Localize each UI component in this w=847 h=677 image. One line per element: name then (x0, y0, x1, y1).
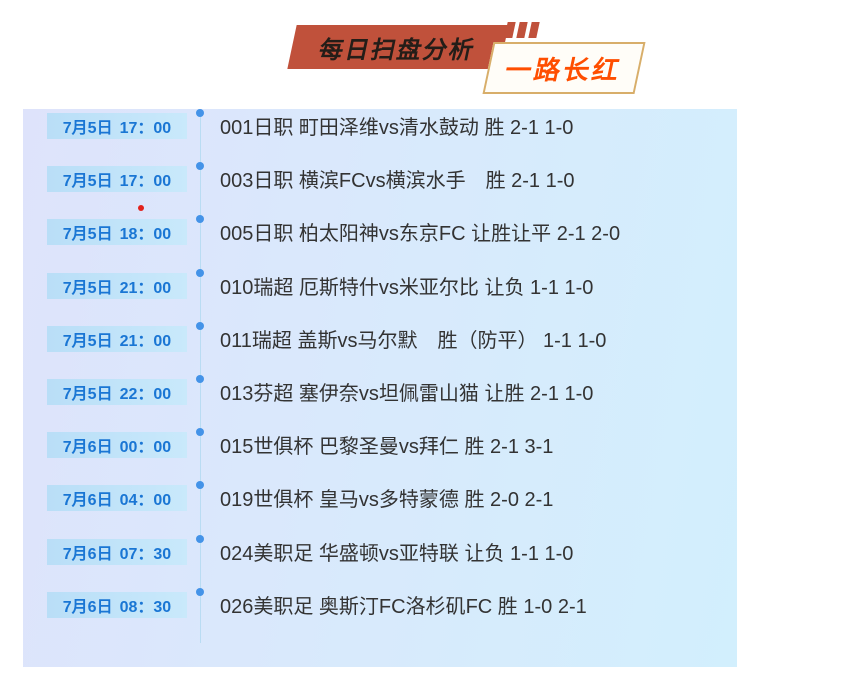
timeline-dot-icon (196, 588, 204, 596)
match-date: 7月5日 (62, 172, 113, 190)
match-text: 024美职足 华盛顿vs亚特联 让负 1-1 1-0 (220, 543, 574, 565)
match-date: 7月6日 (62, 438, 113, 456)
match-text: 003日职 横滨FCvs横滨水手 胜 2-1 1-0 (220, 170, 575, 192)
match-row: 7月6日 04：00 019世俱杯 皇马vs多特蒙德 胜 2-0 2-1 (23, 481, 737, 511)
match-date: 7月6日 (62, 545, 113, 563)
match-time: 22：00 (119, 385, 172, 403)
timeline-dot-icon (196, 162, 204, 170)
match-time: 04：00 (119, 491, 172, 509)
timeline-dot-icon (196, 481, 204, 489)
match-time: 17：00 (119, 172, 172, 190)
match-row: 7月5日 21：00 010瑞超 厄斯特什vs米亚尔比 让负 1-1 1-0 (23, 269, 737, 299)
match-row: 7月6日 07：30 024美职足 华盛顿vs亚特联 让负 1-1 1-0 (23, 535, 737, 565)
match-text: 026美职足 奥斯汀FC洛杉矶FC 胜 1-0 2-1 (220, 596, 587, 618)
match-row: 7月6日 08：30 026美职足 奥斯汀FC洛杉矶FC 胜 1-0 2-1 (23, 588, 737, 618)
winning-streak-badge: 一路长红 (482, 42, 646, 94)
stripe-icon (504, 22, 516, 38)
match-time: 21：00 (119, 279, 172, 297)
timeline-dot-icon (196, 322, 204, 330)
timeline-dot-icon (196, 109, 204, 117)
match-date: 7月5日 (62, 279, 113, 297)
match-row: 7月5日 21：00 011瑞超 盖斯vs马尔默 胜（防平） 1-1 1-0 (23, 322, 737, 352)
match-time: 00：00 (119, 438, 172, 456)
match-text: 005日职 柏太阳神vs东京FC 让胜让平 2-1 2-0 (220, 223, 621, 245)
match-text: 015世俱杯 巴黎圣曼vs拜仁 胜 2-1 3-1 (220, 436, 554, 458)
match-time-chip: 7月5日 21：00 (47, 325, 187, 352)
red-dot-icon (138, 205, 144, 211)
stripe-icon (528, 22, 540, 38)
match-time: 21：00 (119, 332, 172, 350)
match-date: 7月5日 (62, 332, 113, 350)
stripe-icon (516, 22, 528, 38)
match-date: 7月5日 (62, 225, 113, 243)
timeline-panel: 7月5日 17：00 001日职 町田泽维vs清水鼓动 胜 2-1 1-0 7月… (23, 109, 737, 667)
match-date: 7月6日 (62, 491, 113, 509)
match-time-chip: 7月6日 08：30 (47, 591, 187, 618)
match-date: 7月5日 (62, 385, 113, 403)
match-time-chip: 7月5日 17：00 (47, 165, 187, 192)
match-time-chip: 7月6日 00：00 (47, 431, 187, 458)
match-text: 019世俱杯 皇马vs多特蒙德 胜 2-0 2-1 (220, 489, 554, 511)
timeline-dot-icon (196, 428, 204, 436)
daily-analysis-banner: 每日扫盘分析 (287, 25, 509, 69)
match-time: 07：30 (119, 545, 172, 563)
match-date: 7月5日 (62, 119, 113, 137)
match-time-chip: 7月5日 22：00 (47, 378, 187, 405)
match-time-chip: 7月6日 07：30 (47, 538, 187, 565)
match-text: 001日职 町田泽维vs清水鼓动 胜 2-1 1-0 (220, 117, 574, 139)
timeline-dot-icon (196, 375, 204, 383)
match-row: 7月5日 17：00 001日职 町田泽维vs清水鼓动 胜 2-1 1-0 (23, 109, 737, 139)
match-row: 7月5日 22：00 013芬超 塞伊奈vs坦佩雷山猫 让胜 2-1 1-0 (23, 375, 737, 405)
match-time-chip: 7月6日 04：00 (47, 484, 187, 511)
timeline-dot-icon (196, 535, 204, 543)
match-row: 7月5日 17：00 003日职 横滨FCvs横滨水手 胜 2-1 1-0 (23, 162, 737, 192)
match-row: 7月6日 00：00 015世俱杯 巴黎圣曼vs拜仁 胜 2-1 3-1 (23, 428, 737, 458)
badge-text: 一路长红 (502, 54, 625, 85)
match-time-chip: 7月5日 18：00 (47, 218, 187, 245)
banner-title: 每日扫盘分析 (316, 36, 479, 64)
match-row: 7月5日 18：00 005日职 柏太阳神vs东京FC 让胜让平 2-1 2-0 (23, 215, 737, 245)
match-date: 7月6日 (62, 598, 113, 616)
match-time: 18：00 (119, 225, 172, 243)
timeline-dot-icon (196, 215, 204, 223)
match-time: 08：30 (119, 598, 172, 616)
match-text: 010瑞超 厄斯特什vs米亚尔比 让负 1-1 1-0 (220, 277, 594, 299)
timeline-dot-icon (196, 269, 204, 277)
match-time-chip: 7月5日 17：00 (47, 112, 187, 139)
match-text: 013芬超 塞伊奈vs坦佩雷山猫 让胜 2-1 1-0 (220, 383, 594, 405)
match-time-chip: 7月5日 21：00 (47, 272, 187, 299)
match-time: 17：00 (119, 119, 172, 137)
match-text: 011瑞超 盖斯vs马尔默 胜（防平） 1-1 1-0 (220, 330, 607, 352)
